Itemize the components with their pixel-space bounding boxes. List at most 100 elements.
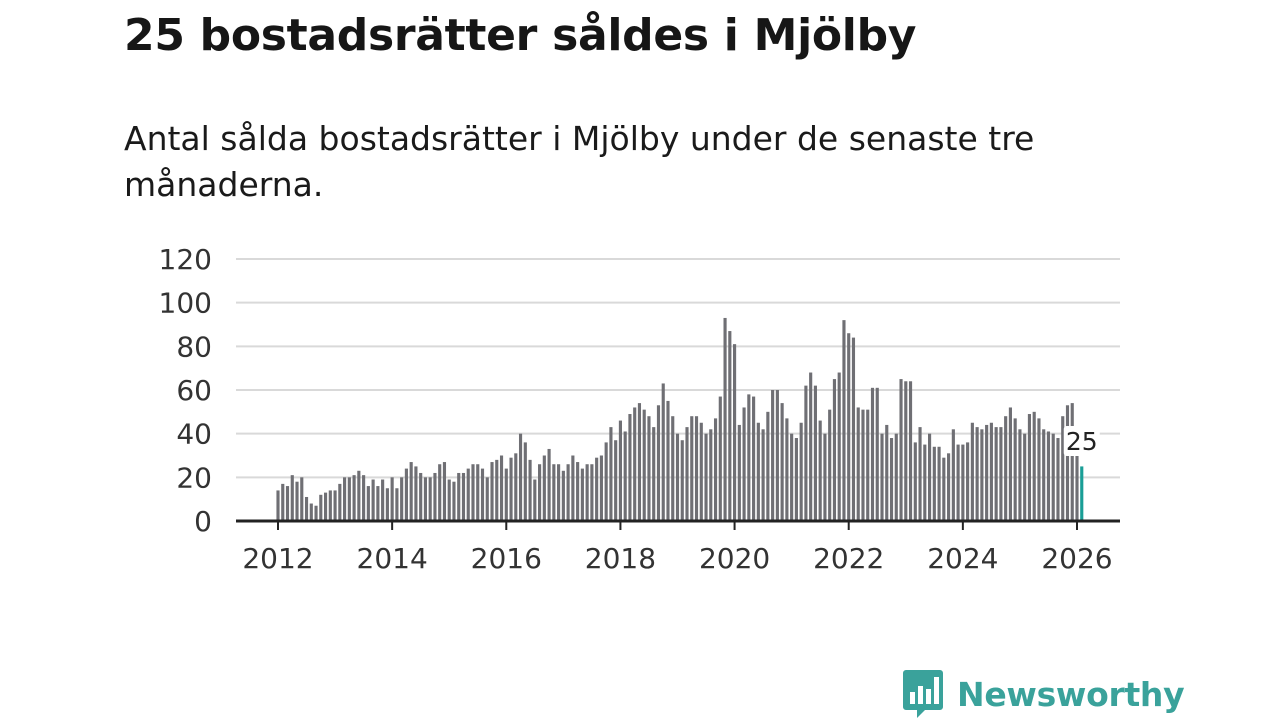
bar <box>604 442 608 521</box>
bar <box>618 420 622 521</box>
bar <box>771 390 775 521</box>
bar <box>1013 418 1017 521</box>
bar <box>842 320 846 521</box>
bar <box>875 387 879 521</box>
bar <box>285 486 290 521</box>
y-tick-label: 80 <box>176 330 212 363</box>
bar <box>804 385 808 521</box>
bar <box>404 468 408 521</box>
bar <box>352 475 356 521</box>
bar <box>518 433 523 521</box>
bar <box>766 411 770 521</box>
bar <box>699 422 703 521</box>
x-tick-label: 2014 <box>357 542 428 575</box>
bar <box>889 438 894 521</box>
bar <box>362 475 366 521</box>
bar <box>371 479 375 521</box>
bar <box>1042 429 1046 521</box>
bar <box>656 405 661 521</box>
bar <box>752 396 756 521</box>
bar <box>300 477 304 521</box>
bar <box>314 505 318 521</box>
bar <box>633 407 637 521</box>
x-tick-label: 2016 <box>471 542 542 575</box>
bar <box>723 317 727 521</box>
bar <box>533 479 537 521</box>
bar <box>576 462 580 521</box>
bar <box>580 468 584 521</box>
bar <box>381 479 385 521</box>
bar <box>832 379 837 521</box>
bar <box>542 455 546 521</box>
bar <box>552 464 556 521</box>
y-tick-label: 60 <box>176 374 212 407</box>
chart-title: 25 bostadsrätter såldes i Mjölby <box>124 10 917 61</box>
bar <box>794 438 798 521</box>
bar <box>685 427 689 521</box>
bar <box>661 383 665 521</box>
bar <box>347 477 351 521</box>
bar <box>785 418 789 521</box>
bar <box>509 457 513 521</box>
bar <box>1056 438 1060 521</box>
bar <box>737 424 741 521</box>
bar <box>956 444 960 521</box>
bar <box>281 483 285 521</box>
newsworthy-logo-text: Newsworthy <box>957 674 1185 714</box>
bar <box>913 442 917 521</box>
bar <box>485 477 489 521</box>
bar <box>637 403 642 521</box>
bar <box>571 455 575 521</box>
bar <box>1046 431 1051 521</box>
bar <box>642 409 646 521</box>
x-tick-label: 2020 <box>699 542 770 575</box>
bar <box>276 490 280 521</box>
bar <box>904 381 908 521</box>
bar <box>951 429 955 521</box>
bar <box>947 453 951 521</box>
bar <box>989 422 993 521</box>
bar <box>376 486 380 521</box>
bar <box>818 420 822 521</box>
bar <box>985 424 989 521</box>
bar <box>671 416 675 521</box>
bar <box>680 440 684 521</box>
bar <box>490 462 494 521</box>
bar <box>780 403 784 521</box>
bar <box>590 464 594 521</box>
y-tick-label: 120 <box>159 243 212 276</box>
bar <box>880 433 884 521</box>
bar <box>623 431 627 521</box>
x-tick-label: 2024 <box>927 542 998 575</box>
bar <box>614 440 618 521</box>
bar <box>851 337 856 521</box>
bar <box>870 387 875 521</box>
y-tick-label: 0 <box>194 505 212 538</box>
bar <box>694 416 699 521</box>
bar <box>894 433 898 521</box>
bar <box>775 390 779 521</box>
bar <box>499 455 504 521</box>
bar <box>704 433 708 521</box>
bar <box>823 433 827 521</box>
bar <box>480 468 485 521</box>
bar <box>476 464 480 521</box>
bar <box>828 409 832 521</box>
bar <box>309 503 313 521</box>
bar-series <box>276 317 1084 521</box>
bar <box>304 496 309 521</box>
bar <box>395 488 399 521</box>
bar <box>966 442 970 521</box>
bar <box>666 400 670 521</box>
bar <box>713 418 718 521</box>
x-tick-label: 2026 <box>1041 542 1112 575</box>
bar <box>495 459 499 521</box>
y-tick-label: 100 <box>159 287 212 320</box>
bar <box>1018 429 1022 521</box>
bar <box>419 472 423 521</box>
bar <box>466 468 470 521</box>
bar <box>390 477 394 521</box>
highlight-annotation: 25 <box>1063 426 1100 456</box>
bar <box>1070 403 1074 521</box>
bar <box>585 464 589 521</box>
